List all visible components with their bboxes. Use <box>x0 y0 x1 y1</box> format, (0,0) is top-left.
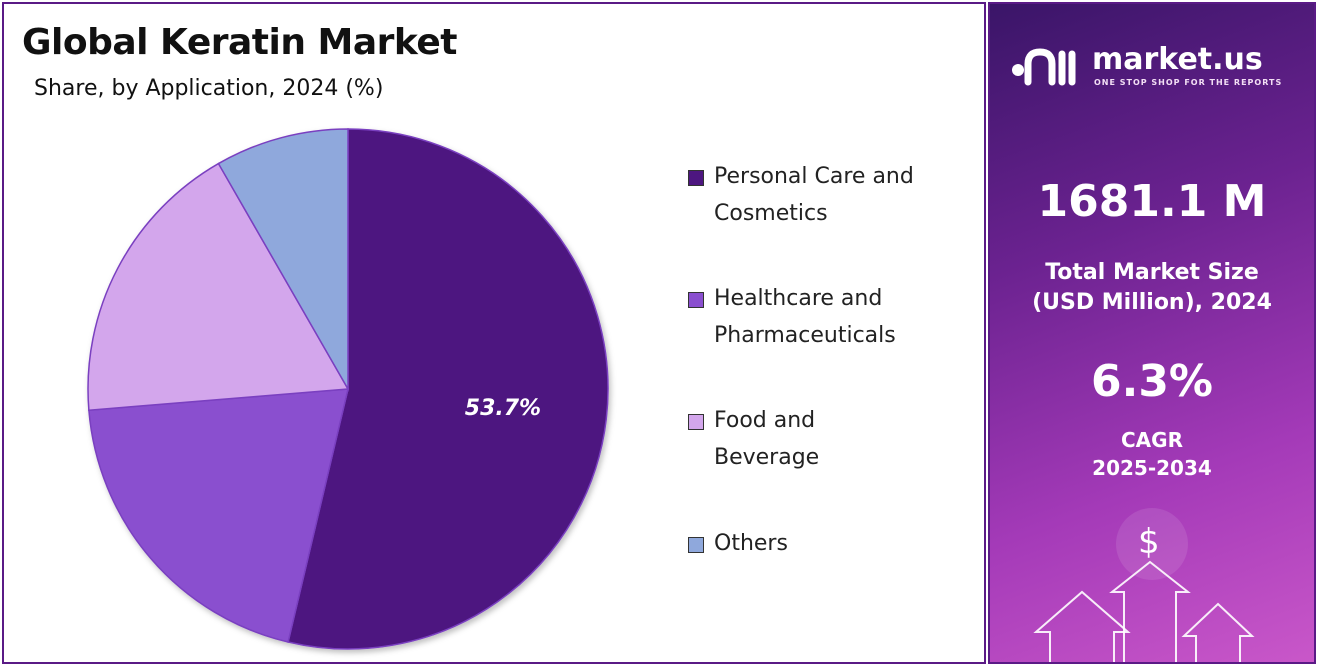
legend-swatch-food-beverage <box>688 414 704 430</box>
pie-slice-personal-care-and-cosmetics <box>287 128 609 650</box>
legend-label-healthcare-line2: Pharmaceuticals <box>714 323 896 348</box>
legend-label-personal-care-line1: Personal Care and <box>714 164 914 189</box>
market-size-value: 1681.1 M <box>1037 176 1267 227</box>
legend-label-personal-care-line2: Cosmetics <box>714 201 828 226</box>
dollar-icon: $ <box>1138 522 1160 562</box>
cagr-value: 6.3% <box>1090 356 1214 407</box>
market-us-logo-icon <box>1012 48 1076 86</box>
cagr-label-line1: CAGR <box>1121 428 1183 452</box>
cagr-label-line2: 2025-2034 <box>1092 456 1212 480</box>
pie-chart: 53.7% <box>87 128 609 650</box>
brand-name: market.us <box>1092 42 1263 77</box>
pie-data-label: 53.7% <box>465 396 541 421</box>
legend-label-food-beverage-line1: Food and <box>714 408 816 433</box>
legend-label-healthcare-line1: Healthcare and <box>714 286 883 311</box>
legend-label-others: Others <box>714 531 788 556</box>
legend-swatch-personal-care <box>688 170 704 186</box>
legend-swatch-others <box>688 537 704 553</box>
summary-sidebar: market.us ONE STOP SHOP FOR THE REPORTS … <box>988 2 1316 664</box>
growth-arrows-icon <box>1033 508 1255 662</box>
pie-slice-healthcare-and-pharmaceuticals <box>88 388 349 643</box>
legend-swatch-healthcare <box>688 292 704 308</box>
brand-tagline: ONE STOP SHOP FOR THE REPORTS <box>1094 78 1283 87</box>
legend-label-food-beverage-line2: Beverage <box>714 445 820 470</box>
chart-panel: Global Keratin Market Share, by Applicat… <box>2 2 986 664</box>
chart-title: Global Keratin Market <box>22 22 457 63</box>
pie-slice-food-and-beverage <box>87 162 350 412</box>
brand-logo: market.us ONE STOP SHOP FOR THE REPORTS <box>1010 42 1300 92</box>
market-size-label-line2: (USD Million), 2024 <box>1032 290 1272 315</box>
market-size-label-line1: Total Market Size <box>1045 260 1259 285</box>
chart-subtitle: Share, by Application, 2024 (%) <box>34 76 384 101</box>
pie-slice-others <box>217 128 349 392</box>
